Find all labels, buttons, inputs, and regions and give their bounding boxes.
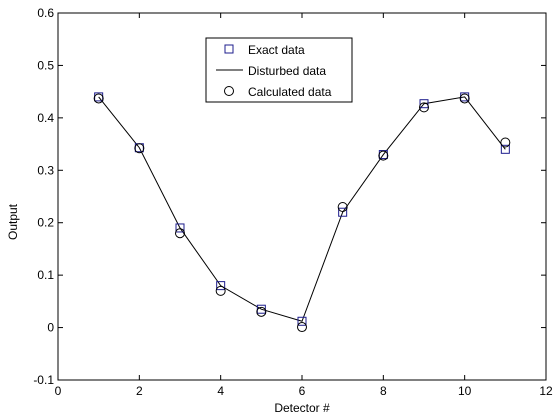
point-exact	[216, 281, 226, 291]
point-exact	[500, 144, 510, 154]
point-calculated	[419, 102, 429, 113]
y-tick-label: 0	[47, 321, 54, 335]
y-tick-label: 0.5	[37, 58, 54, 72]
x-tick-label: 0	[55, 384, 62, 398]
point-calculated	[297, 322, 307, 333]
point-exact	[419, 99, 429, 109]
legend-label-disturbed: Disturbed data	[248, 64, 326, 78]
x-tick-label: 10	[458, 384, 472, 398]
y-tick-label: 0.6	[37, 6, 54, 20]
point-exact	[338, 207, 348, 217]
y-tick-label: 0.1	[37, 268, 54, 282]
y-axis-label: Output	[6, 203, 20, 240]
point-calculated	[215, 285, 226, 296]
point-calculated	[93, 93, 104, 104]
series-line-disturbed	[98, 96, 506, 322]
tick-marks	[57, 12, 547, 381]
point-exact	[297, 316, 307, 326]
point-calculated	[459, 93, 470, 104]
point-calculated	[500, 137, 511, 148]
point-calculated	[134, 143, 145, 154]
y-tick-label: 0.2	[37, 216, 54, 230]
y-tick-label: -0.1	[33, 373, 54, 387]
legend-label-exact: Exact data	[248, 43, 305, 57]
legend-marker-calculated	[224, 86, 234, 96]
y-tick-labels: -0.1 0 0.1 0.2 0.3 0.4 0.5 0.6	[33, 6, 54, 387]
plot-area	[93, 92, 511, 333]
point-calculated	[256, 306, 267, 317]
legend-label-calculated: Calculated data	[248, 85, 332, 99]
x-tick-label: 4	[217, 384, 224, 398]
point-exact	[175, 223, 185, 233]
point-calculated	[378, 150, 389, 161]
y-tick-label: 0.3	[37, 163, 54, 177]
x-tick-labels: 0 2 4 6 8 10 12	[55, 384, 553, 398]
x-tick-label: 6	[299, 384, 306, 398]
x-tick-label: 12	[539, 384, 553, 398]
x-axis-label: Detector #	[274, 401, 330, 415]
point-calculated	[175, 228, 185, 239]
point-calculated	[337, 201, 348, 212]
x-tick-label: 2	[136, 384, 143, 398]
x-tick-label: 8	[380, 384, 387, 398]
legend-marker-exact	[224, 44, 234, 54]
legend: Exact data Disturbed data Calculated dat…	[205, 37, 353, 103]
y-tick-label: 0.4	[37, 111, 54, 125]
